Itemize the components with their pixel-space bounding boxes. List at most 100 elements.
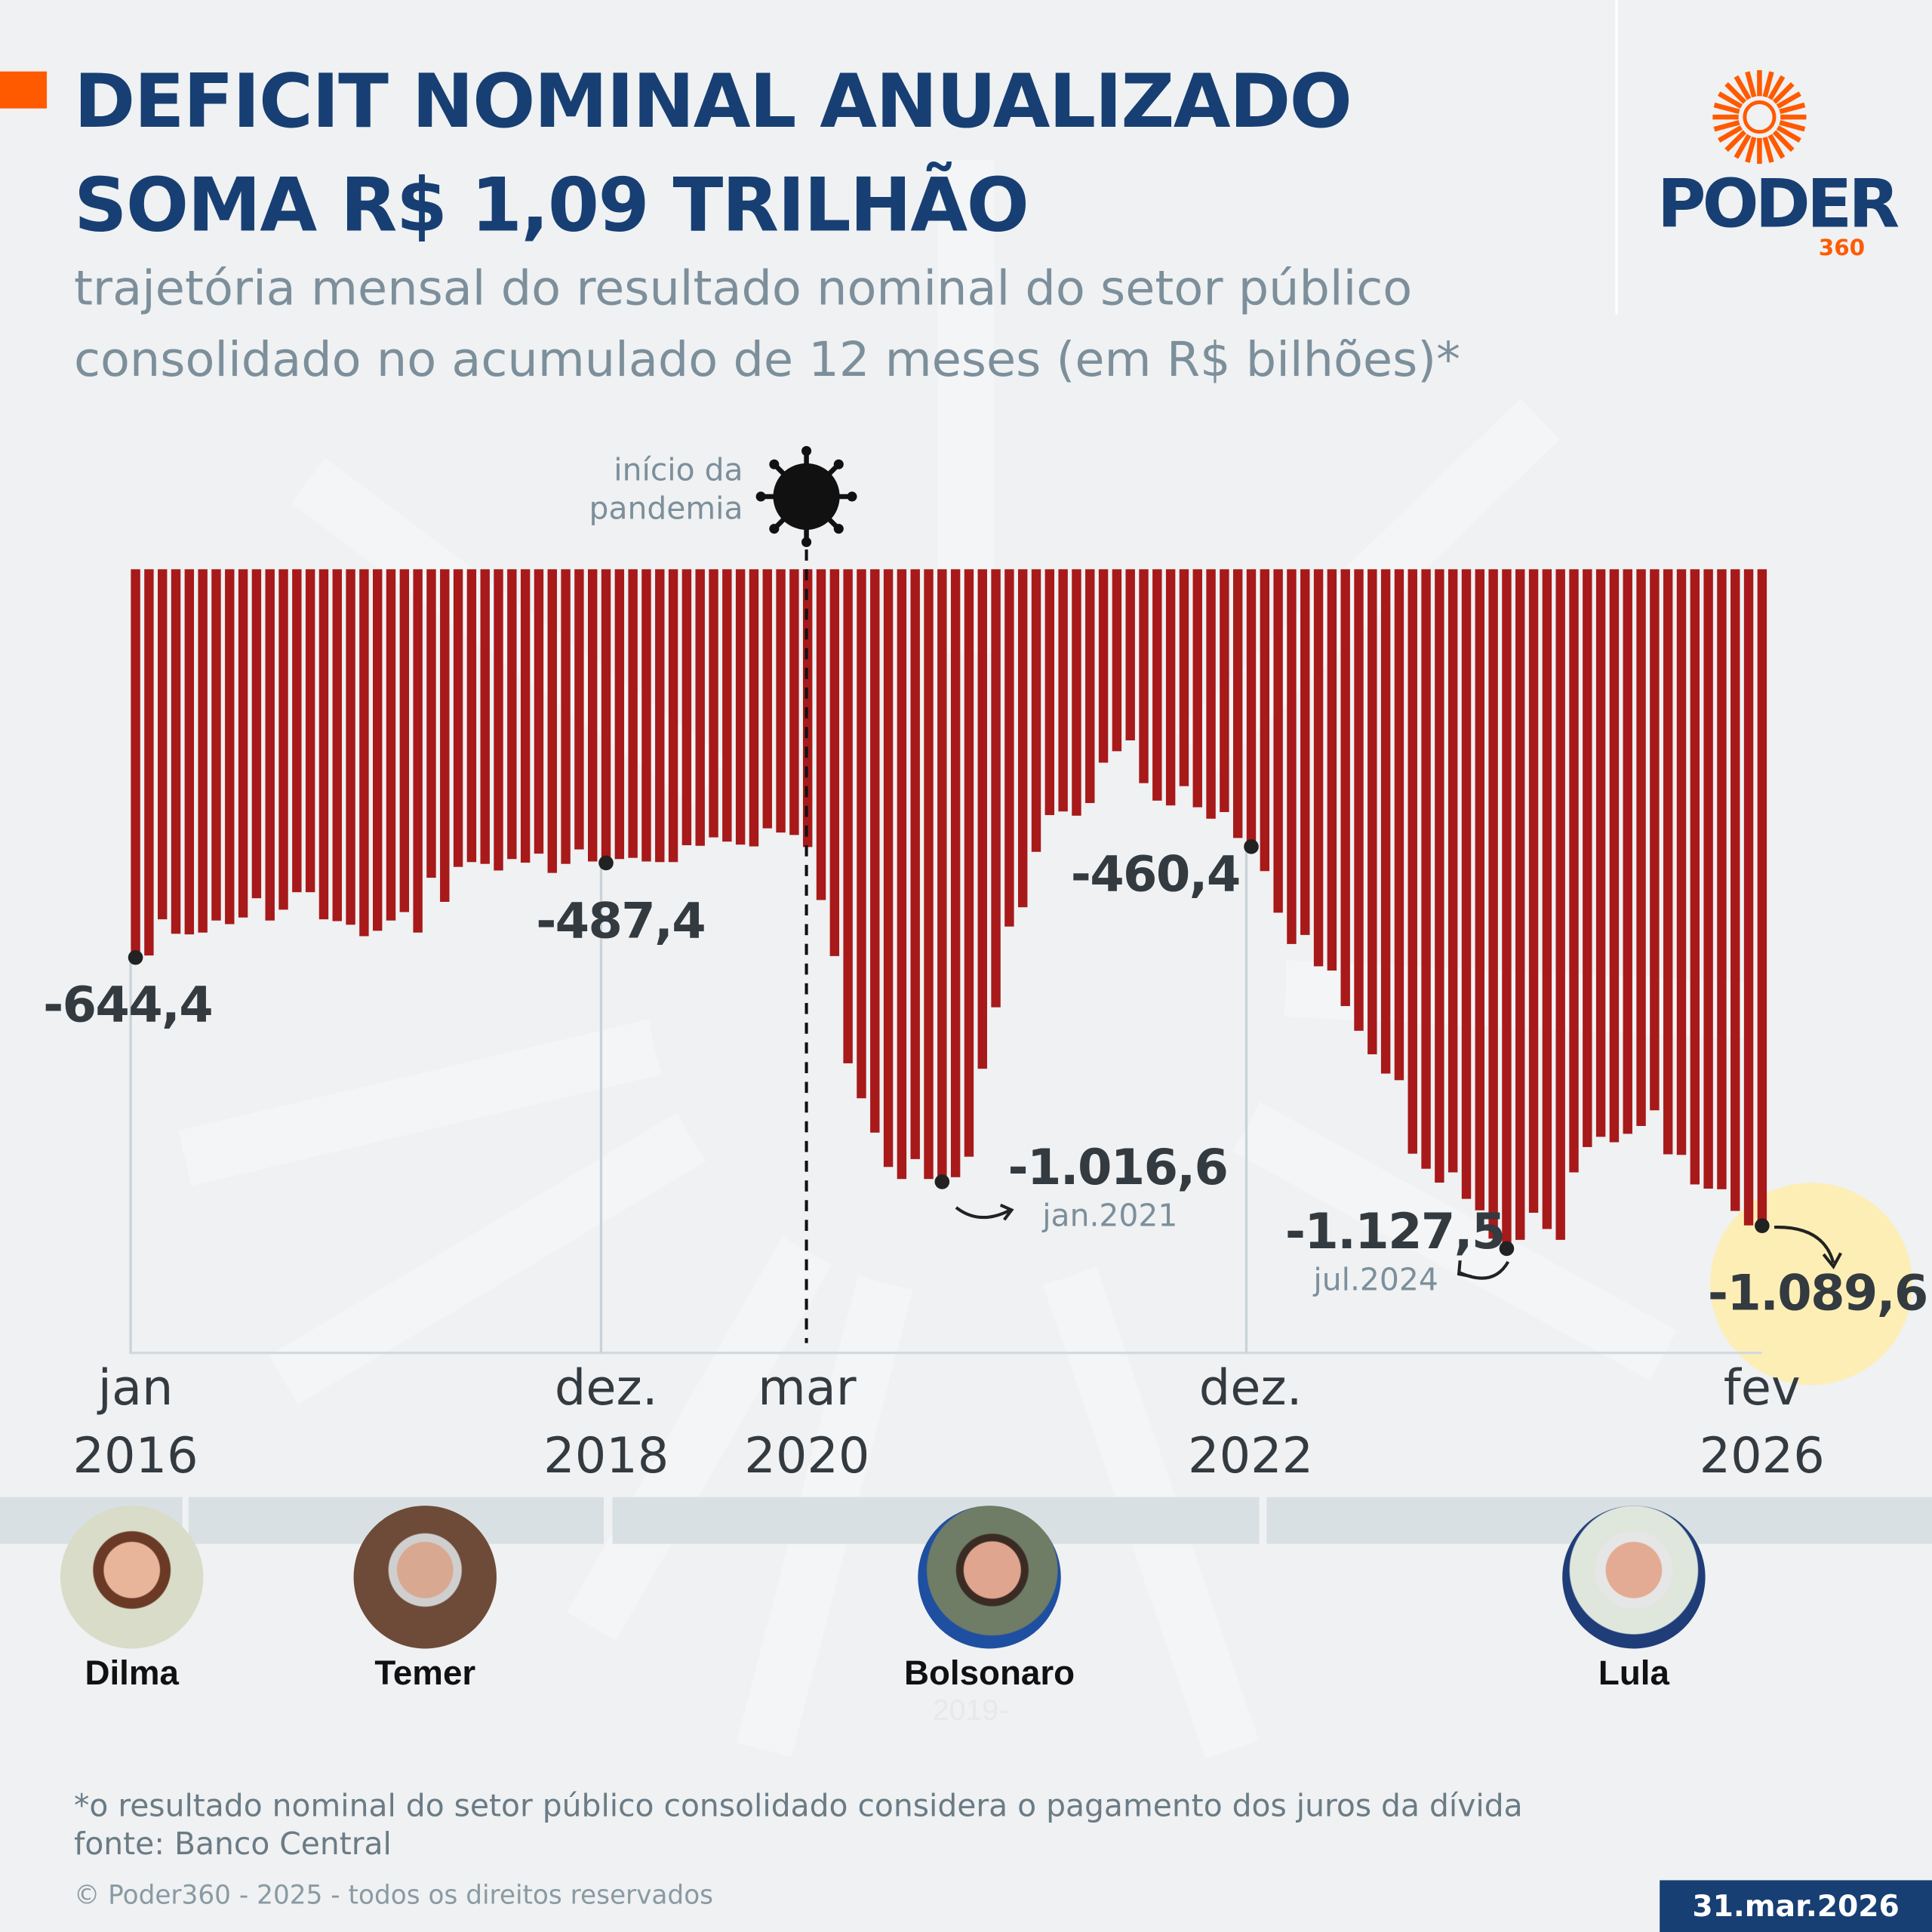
bar-chart	[128, 446, 1912, 1386]
bar	[1017, 569, 1028, 908]
bar	[924, 569, 934, 1180]
bar	[494, 569, 503, 871]
logo-text: PODER	[1657, 165, 1900, 243]
president-name-dilma: Dilma	[85, 1654, 179, 1692]
highlight-circle	[1710, 1183, 1912, 1386]
bar	[373, 569, 383, 931]
bar	[1502, 569, 1512, 1249]
bar	[776, 569, 786, 833]
bar	[1650, 569, 1660, 1111]
subtitle-line1: trajetória mensal do resultado nominal d…	[73, 261, 1413, 317]
page-title-line1: DEFICIT NOMINAL ANUALIZADO	[73, 59, 1352, 146]
bar	[1717, 569, 1727, 1189]
bar	[681, 569, 692, 845]
bar	[534, 569, 544, 854]
publication-date: 31.mar.2026	[1660, 1880, 1932, 1932]
bar	[171, 569, 181, 934]
bar	[1636, 569, 1646, 1126]
x-tick-fev2026: fev 2026	[1638, 1355, 1885, 1491]
value-label-jan2016: -644,4	[43, 977, 214, 1034]
bar	[399, 569, 410, 912]
value-label-dec2022: -460,4	[1070, 846, 1241, 903]
bar	[1663, 569, 1673, 1155]
bar	[1125, 569, 1135, 741]
x-tick-month: dez.	[554, 1360, 658, 1417]
bar	[1220, 569, 1229, 813]
annotation-dot	[934, 1174, 950, 1189]
source: fonte: Banco Central	[73, 1826, 392, 1862]
date-label-jul2024: jul.2024	[1313, 1261, 1438, 1298]
bar	[628, 569, 638, 858]
bar	[1583, 569, 1592, 1147]
pandemic-label: início da pandemia	[493, 451, 743, 528]
x-tick-year: 2020	[744, 1428, 870, 1485]
x-tick-month: dez.	[1198, 1360, 1303, 1417]
bar	[184, 569, 195, 935]
bar	[278, 569, 288, 910]
bar	[1475, 569, 1485, 1211]
bar	[413, 569, 423, 933]
bar	[1555, 569, 1565, 1240]
bar	[332, 569, 342, 921]
bar	[346, 569, 355, 925]
pandemic-label-line2: pandemia	[589, 490, 743, 527]
arrow-fev2026	[1774, 1226, 1835, 1264]
bar	[574, 569, 584, 850]
annotation-dot	[128, 949, 143, 965]
bar	[950, 569, 961, 1177]
bar	[440, 569, 450, 902]
bar	[1447, 569, 1458, 1173]
bar	[158, 569, 168, 920]
date-label-jan2021: jan.2021	[1042, 1197, 1178, 1234]
bar	[453, 569, 463, 867]
bar	[655, 569, 665, 863]
x-tick-year: 2022	[1188, 1428, 1314, 1485]
annotation-dot	[1499, 1241, 1515, 1257]
bar	[507, 569, 517, 860]
bar	[910, 569, 920, 1159]
bar	[722, 569, 732, 842]
bar	[843, 569, 853, 1063]
bar	[1595, 569, 1606, 1137]
bar	[937, 569, 947, 1182]
bar	[1354, 569, 1364, 1031]
bar	[1139, 569, 1149, 783]
bar	[1380, 569, 1391, 1074]
arrow-head-fev2026	[1822, 1252, 1842, 1270]
bar	[466, 569, 477, 863]
bar	[198, 569, 208, 933]
bar	[561, 569, 571, 864]
virus-icon	[755, 446, 857, 547]
bar	[1152, 569, 1162, 801]
bar	[789, 569, 799, 835]
bar	[1394, 569, 1404, 1081]
term-year-faint: 2019-	[932, 1694, 1009, 1727]
bar	[265, 569, 275, 921]
bar	[1246, 569, 1257, 847]
bar	[829, 569, 840, 956]
bar	[1421, 569, 1431, 1169]
sunburst-logo-icon	[1712, 70, 1807, 165]
bar	[547, 569, 557, 873]
bar	[1515, 569, 1525, 1240]
bar	[641, 569, 651, 862]
bar	[1004, 569, 1014, 927]
bar	[1031, 569, 1041, 852]
bar	[601, 569, 611, 863]
bar	[1327, 569, 1337, 971]
bar	[1179, 569, 1189, 786]
bar	[305, 569, 315, 893]
bar	[1743, 569, 1754, 1226]
pandemic-label-line1: início da	[614, 452, 743, 488]
bar	[1165, 569, 1176, 806]
value-label-jul2024: -1.127,5	[1284, 1204, 1506, 1261]
bar	[1260, 569, 1270, 872]
bar	[359, 569, 369, 937]
value-label-dec2018: -487,4	[536, 893, 706, 950]
bar	[1407, 569, 1417, 1154]
arrow-head-jul2024	[1457, 1260, 1472, 1278]
x-tick-year: 2018	[543, 1428, 669, 1485]
footnote: *o resultado nominal do setor público co…	[73, 1787, 1523, 1824]
president-name-bolsonaro: Bolsonaro	[903, 1654, 1075, 1692]
